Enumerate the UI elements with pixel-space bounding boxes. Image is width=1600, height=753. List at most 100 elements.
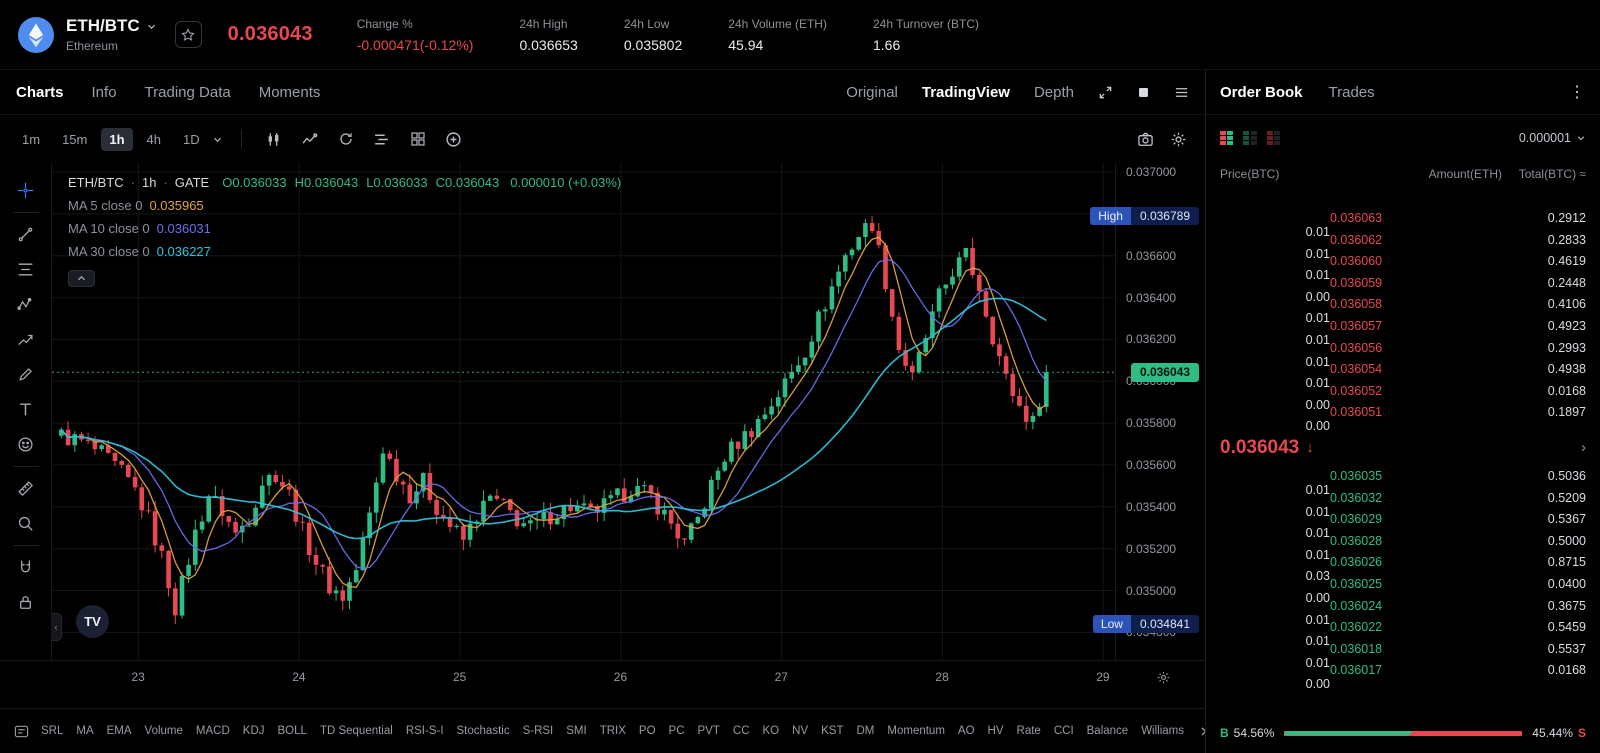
- indicator-hv[interactable]: HV: [987, 725, 1004, 737]
- indicator-balance[interactable]: Balance: [1086, 725, 1129, 737]
- ask-row[interactable]: 0.036054 0.4938 0.01: [1206, 362, 1600, 390]
- magnet-tool[interactable]: [9, 550, 43, 585]
- indicator-panel-icon[interactable]: [14, 724, 29, 739]
- pair-selector[interactable]: ETH/BTC: [66, 16, 157, 36]
- bid-row[interactable]: 0.036029 0.5367 0.01: [1206, 512, 1600, 540]
- add-indicator-icon[interactable]: [436, 124, 472, 154]
- mode-sell-icon[interactable]: [1266, 131, 1281, 145]
- indicator-smi[interactable]: SMI: [566, 725, 587, 737]
- bid-row[interactable]: 0.036022 0.5459 0.01: [1206, 620, 1600, 648]
- bid-row[interactable]: 0.036035 0.5036 0.01: [1206, 469, 1600, 497]
- bid-row[interactable]: 0.036024 0.3675 0.01: [1206, 599, 1600, 627]
- price-axis[interactable]: 0.0370000.0368000.0366000.0364000.036200…: [1115, 163, 1205, 660]
- chart-style-icon[interactable]: [256, 124, 292, 154]
- settings-gear-icon[interactable]: [1170, 131, 1187, 148]
- object-tree-icon[interactable]: [364, 124, 400, 154]
- tab-charts[interactable]: Charts: [16, 83, 64, 101]
- indicator-williams[interactable]: Williams: [1141, 725, 1185, 737]
- indicator-cci[interactable]: CCI: [1053, 725, 1074, 737]
- indicators-icon[interactable]: [292, 124, 328, 154]
- indicator-nv[interactable]: NV: [792, 725, 809, 737]
- indicator-volume[interactable]: Volume: [144, 725, 183, 737]
- emoji-tool[interactable]: [9, 427, 43, 462]
- layout-grid-icon[interactable]: [400, 124, 436, 154]
- timeframe-1h[interactable]: 1h: [101, 127, 133, 151]
- ask-row[interactable]: 0.036052 0.0168 0.00: [1206, 384, 1600, 412]
- axis-settings-icon[interactable]: [1156, 670, 1171, 685]
- bid-row[interactable]: 0.036018 0.5537 0.01: [1206, 642, 1600, 670]
- bid-row[interactable]: 0.036032 0.5209 0.01: [1206, 491, 1600, 519]
- indicator-po[interactable]: PO: [638, 725, 656, 737]
- view-tradingview[interactable]: TradingView: [921, 83, 1010, 101]
- view-depth[interactable]: Depth: [1033, 83, 1074, 101]
- orderbook-tab-order-book[interactable]: Order Book: [1220, 83, 1303, 101]
- ask-row[interactable]: 0.036057 0.4923 0.01: [1206, 319, 1600, 347]
- indicator-ao[interactable]: AO: [957, 725, 975, 737]
- indicator-more-chevron-icon[interactable]: [1197, 725, 1205, 738]
- bid-row[interactable]: 0.036026 0.8715 0.03: [1206, 555, 1600, 583]
- toolbar-collapse-handle[interactable]: ‹: [51, 613, 62, 641]
- expand-chevron-icon[interactable]: ›: [1581, 439, 1586, 457]
- indicator-momentum[interactable]: Momentum: [887, 725, 945, 737]
- bid-row[interactable]: 0.036028 0.5000 0.01: [1206, 534, 1600, 562]
- indicator-cc[interactable]: CC: [732, 725, 750, 737]
- fib-retracement-tool[interactable]: [9, 252, 43, 287]
- timeframe-caret-icon[interactable]: [212, 134, 223, 145]
- ask-row[interactable]: 0.036058 0.4106 0.01: [1206, 297, 1600, 325]
- timeframe-15m[interactable]: 15m: [62, 131, 88, 147]
- indicator-kst[interactable]: KST: [821, 725, 844, 737]
- indicator-td-sequential[interactable]: TD Sequential: [319, 725, 393, 737]
- forecast-tool[interactable]: [9, 322, 43, 357]
- indicator-dm[interactable]: DM: [856, 725, 875, 737]
- legend-collapse-button[interactable]: [68, 270, 95, 287]
- menu-hamburger-icon[interactable]: [1174, 85, 1189, 100]
- pattern-tool[interactable]: [9, 287, 43, 322]
- tab-moments[interactable]: Moments: [258, 83, 321, 101]
- indicator-ema[interactable]: EMA: [106, 725, 132, 737]
- indicator-stochastic[interactable]: Stochastic: [456, 725, 510, 737]
- ask-row[interactable]: 0.036051 0.1897 0.00: [1206, 405, 1600, 433]
- fullscreen-icon[interactable]: [1098, 85, 1113, 100]
- indicator-ma[interactable]: MA: [76, 725, 94, 737]
- indicator-rsi-s-i[interactable]: RSI-S-I: [405, 725, 444, 737]
- timeframe-1m[interactable]: 1m: [22, 131, 41, 147]
- favorite-button[interactable]: [174, 21, 202, 48]
- timeframe-4h[interactable]: 4h: [146, 131, 161, 147]
- timeframe-1d[interactable]: 1D: [183, 131, 200, 147]
- panel-square-icon[interactable]: [1137, 86, 1150, 99]
- ask-row[interactable]: 0.036063 0.2912 0.01: [1206, 211, 1600, 239]
- zoom-tool[interactable]: [9, 506, 43, 541]
- chart-canvas[interactable]: ETH/BTC · 1h · GATE O0.036033 H0.036043 L0…: [52, 163, 1116, 660]
- candlestick-chart[interactable]: [52, 163, 1116, 660]
- orderbook-tab-trades[interactable]: Trades: [1328, 83, 1375, 101]
- indicator-s-rsi[interactable]: S-RSI: [522, 725, 554, 737]
- bid-row[interactable]: 0.036025 0.0400 0.00: [1206, 577, 1600, 605]
- indicator-macd[interactable]: MACD: [195, 725, 230, 737]
- indicator-ko[interactable]: KO: [762, 725, 780, 737]
- indicator-kdj[interactable]: KDJ: [242, 725, 265, 737]
- ruler-tool[interactable]: [9, 471, 43, 506]
- indicator-srl[interactable]: SRL: [41, 725, 64, 737]
- bid-row[interactable]: 0.036017 0.0168 0.00: [1206, 663, 1600, 691]
- text-tool[interactable]: [9, 392, 43, 427]
- brush-tool[interactable]: [9, 357, 43, 392]
- ask-row[interactable]: 0.036062 0.2833 0.01: [1206, 233, 1600, 261]
- mode-buy-icon[interactable]: [1243, 131, 1257, 145]
- last-trade-row[interactable]: 0.036043 ↓ ›: [1206, 431, 1600, 465]
- camera-icon[interactable]: [1137, 131, 1154, 148]
- time-axis[interactable]: 23 24 25 26 27 28 29: [0, 660, 1205, 708]
- trendline-tool[interactable]: [9, 217, 43, 252]
- view-original[interactable]: Original: [846, 83, 898, 101]
- ask-row[interactable]: 0.036059 0.2448 0.00: [1206, 276, 1600, 304]
- refresh-icon[interactable]: [328, 124, 364, 154]
- tab-info[interactable]: Info: [91, 83, 117, 101]
- crosshair-tool[interactable]: [9, 173, 43, 208]
- indicator-rate[interactable]: Rate: [1016, 725, 1041, 737]
- indicator-trix[interactable]: TRIX: [599, 725, 626, 737]
- indicator-boll[interactable]: BOLL: [277, 725, 307, 737]
- indicator-pvt[interactable]: PVT: [697, 725, 720, 737]
- kebab-menu-icon[interactable]: ⋮: [1569, 84, 1586, 101]
- indicator-pc[interactable]: PC: [668, 725, 685, 737]
- lock-tool[interactable]: [9, 585, 43, 620]
- ask-row[interactable]: 0.036056 0.2993 0.01: [1206, 341, 1600, 369]
